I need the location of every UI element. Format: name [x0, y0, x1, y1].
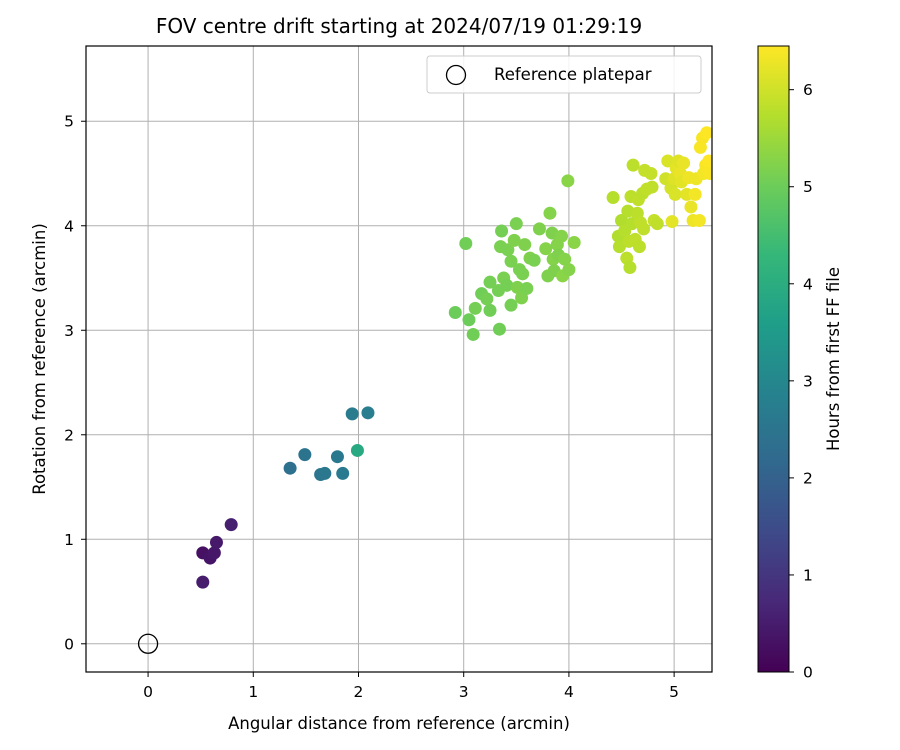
- data-point: [448, 305, 462, 319]
- data-point: [520, 281, 534, 295]
- data-point: [626, 158, 640, 172]
- data-point: [298, 448, 312, 462]
- y-axis-label: Rotation from reference (arcmin): [30, 223, 49, 495]
- data-point: [495, 224, 509, 238]
- legend-box: [426, 55, 702, 94]
- data-point: [532, 222, 546, 236]
- data-point: [558, 252, 572, 266]
- data-point: [483, 303, 497, 317]
- data-point: [632, 240, 646, 254]
- data-point: [567, 235, 581, 249]
- data-point: [612, 240, 626, 254]
- data-point: [665, 215, 679, 229]
- x-axis-ticks: 0 1 2 3 4 5: [143, 672, 679, 701]
- data-point: [677, 156, 691, 170]
- reference-marker-layer: [137, 633, 159, 654]
- x-tick-label: 3: [459, 683, 469, 701]
- grid: [86, 46, 712, 672]
- data-point: [623, 261, 637, 275]
- data-point: [650, 217, 664, 231]
- data-point: [468, 301, 482, 315]
- data-point: [361, 406, 375, 420]
- data-point: [466, 327, 480, 341]
- data-point: [555, 229, 569, 243]
- data-point: [504, 298, 518, 312]
- legend-marker: [445, 64, 467, 86]
- data-point: [684, 200, 698, 214]
- data-point: [688, 187, 702, 201]
- legend: Reference platepar: [426, 55, 702, 94]
- chart-title: FOV centre drift starting at 2024/07/19 …: [156, 14, 642, 38]
- x-tick-label: 1: [248, 683, 258, 701]
- data-point: [518, 238, 532, 252]
- data-point: [283, 461, 297, 475]
- data-point: [492, 322, 506, 336]
- data-point: [606, 191, 620, 205]
- data-point: [330, 450, 344, 464]
- data-point: [527, 253, 541, 267]
- y-axis-ticks: 0 1 2 3 4 5: [64, 113, 86, 653]
- data-point: [661, 154, 675, 168]
- data-point: [645, 180, 659, 194]
- colorbar-label: Hours from first FF file: [824, 267, 843, 451]
- colorbar-ticks: 0 1 2 3 4 5 6: [789, 81, 813, 682]
- y-tick-label: 2: [64, 426, 74, 444]
- y-tick-label: 3: [64, 322, 74, 340]
- data-points: [196, 126, 712, 589]
- data-point: [483, 275, 497, 289]
- colorbar-tick-label: 6: [803, 81, 813, 99]
- y-tick-label: 1: [64, 531, 74, 549]
- colorbar: 0 1 2 3 4 5 6 Hours from first FF file: [757, 45, 843, 682]
- data-point: [668, 187, 682, 201]
- data-point: [703, 167, 712, 180]
- colorbar-tick-label: 1: [803, 566, 813, 584]
- y-tick-label: 4: [64, 217, 74, 235]
- x-tick-label: 5: [669, 683, 679, 701]
- y-tick-label: 5: [64, 113, 74, 131]
- x-axis-label: Angular distance from reference (arcmin): [228, 714, 570, 733]
- x-tick-label: 4: [564, 683, 574, 701]
- colorbar-tick-label: 3: [803, 372, 813, 390]
- data-point: [462, 313, 476, 327]
- x-tick-label: 0: [143, 683, 153, 701]
- colorbar-tick-label: 4: [803, 275, 813, 293]
- data-point: [615, 214, 629, 228]
- colorbar-tick-label: 0: [803, 664, 813, 682]
- data-point: [700, 126, 712, 140]
- data-point: [644, 166, 658, 180]
- data-point: [480, 292, 494, 306]
- data-point: [336, 466, 350, 480]
- data-point: [702, 154, 712, 168]
- colorbar-gradient: [757, 45, 790, 673]
- data-point: [561, 174, 575, 188]
- data-point: [543, 206, 557, 220]
- data-point: [509, 217, 523, 231]
- data-point: [539, 242, 553, 256]
- data-point: [207, 546, 221, 560]
- data-point: [345, 407, 359, 421]
- data-point: [500, 278, 514, 292]
- colorbar-tick-label: 2: [803, 469, 813, 487]
- legend-label: Reference platepar: [494, 65, 652, 84]
- data-point: [501, 243, 515, 257]
- data-point: [504, 254, 518, 268]
- data-point: [637, 222, 651, 236]
- data-point: [196, 575, 210, 589]
- data-point: [459, 237, 473, 251]
- data-point: [516, 267, 530, 281]
- data-point: [510, 280, 524, 294]
- colorbar-tick-label: 5: [803, 178, 813, 196]
- y-tick-label: 0: [64, 635, 74, 653]
- data-point: [350, 443, 364, 457]
- data-point: [562, 263, 576, 277]
- data-point: [224, 518, 238, 532]
- reference-platepar-marker: [137, 633, 159, 654]
- data-point: [318, 466, 332, 480]
- data-point: [692, 214, 706, 228]
- x-tick-label: 2: [354, 683, 364, 701]
- data-point: [209, 535, 223, 549]
- plot-frame: [85, 45, 713, 673]
- data-point: [507, 233, 521, 247]
